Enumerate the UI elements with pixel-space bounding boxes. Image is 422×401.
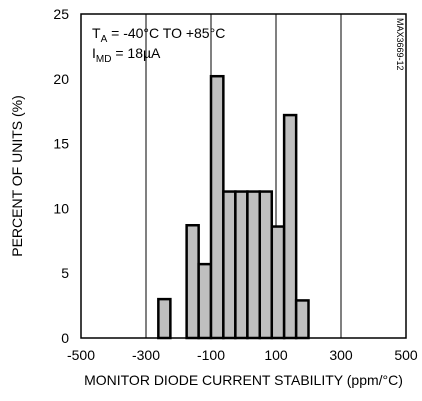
y-tick-label: 25 [53, 6, 69, 22]
annotation-current-symbol: I [92, 45, 96, 61]
y-tick-labels: 0 5 10 15 20 25 [53, 6, 69, 346]
x-tick-label: 100 [264, 347, 288, 363]
y-tick-label: 20 [53, 71, 69, 87]
x-tick-labels: -500 -300 -100 100 300 500 [67, 347, 418, 363]
annotation-current-subscript: MD [96, 54, 112, 65]
x-tick-label: 500 [394, 347, 418, 363]
y-tick-label: 0 [61, 330, 69, 346]
y-tick-label: 5 [61, 265, 69, 281]
histogram-bar [185, 223, 200, 340]
x-tick-label: -500 [67, 347, 95, 363]
x-tick-label: -300 [132, 347, 160, 363]
y-tick-label: 10 [53, 200, 69, 216]
histogram-bar [157, 297, 172, 340]
histogram-bar [258, 190, 274, 340]
figure-id-label: MAX3669-12 [395, 18, 405, 71]
histogram-bar [270, 225, 286, 340]
x-tick-label: 300 [329, 347, 353, 363]
histogram-bar [234, 190, 249, 340]
annotation-temperature-range: TA = -40°C TO +85°C [92, 25, 225, 45]
x-axis-title: MONITOR DIODE CURRENT STABILITY (ppm/°C) [84, 372, 403, 388]
histogram-bars [157, 74, 310, 340]
histogram-bar [197, 262, 213, 340]
annotation-temperature-subscript: A [101, 34, 108, 45]
y-axis-title: PERCENT OF UNITS (%) [9, 95, 25, 257]
plot-area-frame [80, 13, 407, 339]
annotation-temperature-value: = -40°C TO +85°C [107, 25, 225, 41]
histogram-bar [294, 299, 310, 340]
annotation-current-value: = 18µA [111, 45, 161, 61]
y-tick-label: 15 [53, 136, 69, 152]
histogram-bar [209, 74, 225, 340]
histogram-bar [246, 190, 261, 340]
histogram-bar [282, 113, 298, 340]
annotation-monitor-current: IMD = 18µA [92, 45, 161, 65]
x-tick-label: -100 [197, 347, 225, 363]
histogram-bar [222, 190, 237, 340]
annotation-temperature-symbol: T [92, 25, 101, 41]
